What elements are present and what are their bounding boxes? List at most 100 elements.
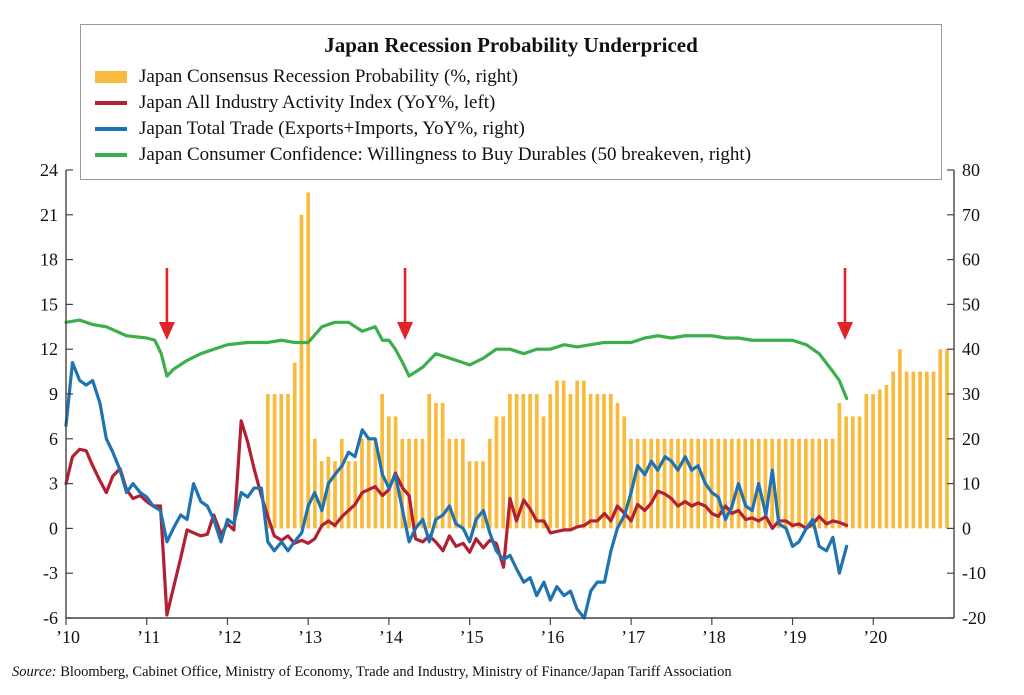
recession-probability-bar bbox=[360, 438, 364, 529]
recession-probability-bar bbox=[629, 438, 633, 529]
recession-probability-bar bbox=[743, 438, 748, 529]
recession-probability-bar bbox=[555, 380, 559, 529]
legend-label: Japan All Industry Activity Index (YoY%,… bbox=[139, 92, 496, 113]
recession-probability-bar bbox=[353, 461, 358, 529]
recession-probability-bar bbox=[924, 371, 929, 529]
left-axis-tick-label: 9 bbox=[49, 384, 58, 404]
recession-probability-bar bbox=[265, 394, 270, 529]
legend-item-consumer-confidence: Japan Consumer Confidence: Willingness t… bbox=[95, 143, 751, 167]
recession-probability-bar bbox=[387, 416, 391, 529]
legend-label: Japan Total Trade (Exports+Imports, YoY%… bbox=[139, 118, 525, 139]
x-axis-tick-label: ’11 bbox=[137, 627, 160, 647]
recession-probability-bar bbox=[824, 438, 828, 529]
recession-probability-bar bbox=[622, 416, 627, 529]
recession-probability-bar bbox=[568, 394, 573, 529]
recession-probability-bar bbox=[373, 438, 378, 529]
recession-probability-bar bbox=[528, 394, 532, 529]
recession-probability-bar bbox=[797, 438, 801, 529]
recession-probability-bar bbox=[729, 438, 734, 529]
legend-swatch-line bbox=[95, 127, 127, 131]
recession-probability-bar bbox=[871, 394, 875, 529]
arrows-layer bbox=[158, 268, 854, 340]
x-axis-tick-label: ’20 bbox=[863, 627, 887, 647]
recession-probability-bar bbox=[413, 438, 418, 529]
recession-probability-bar bbox=[407, 438, 411, 529]
recession-probability-bar bbox=[911, 371, 916, 529]
recession-probability-bar bbox=[716, 438, 721, 529]
recession-probability-bar bbox=[460, 438, 465, 529]
recession-probability-bar bbox=[682, 438, 687, 529]
x-axis-tick-label: ’10 bbox=[56, 627, 80, 647]
recession-probability-bar bbox=[306, 192, 311, 529]
x-axis-tick-label: ’13 bbox=[298, 627, 322, 647]
recession-probability-bar bbox=[299, 214, 304, 529]
right-axis-tick-label: -10 bbox=[962, 563, 986, 583]
recession-probability-bar bbox=[803, 438, 808, 529]
recession-probability-bar bbox=[615, 402, 620, 529]
annotation-arrow-head bbox=[397, 322, 414, 340]
recession-probability-bar bbox=[783, 438, 788, 529]
recession-probability-bar bbox=[534, 394, 539, 529]
recession-probability-bar bbox=[474, 461, 479, 529]
recession-probability-bar bbox=[898, 349, 902, 529]
right-axis-tick-label: 80 bbox=[962, 160, 980, 180]
recession-probability-bar bbox=[313, 438, 317, 529]
legend-swatch-line bbox=[95, 153, 127, 157]
recession-probability-bar bbox=[286, 394, 290, 529]
x-axis-tick-label: ’16 bbox=[540, 627, 564, 647]
recession-probability-bar bbox=[595, 394, 600, 529]
recession-probability-bar bbox=[400, 438, 405, 529]
legend-label: Japan Consumer Confidence: Willingness t… bbox=[139, 144, 752, 165]
recession-probability-bar bbox=[830, 438, 835, 529]
recession-probability-bar bbox=[696, 438, 701, 529]
x-axis-tick-label: ’17 bbox=[621, 627, 645, 647]
recession-probability-bar bbox=[770, 438, 775, 529]
recession-probability-bar bbox=[561, 380, 566, 529]
axes-layer: -6 -3 0 3 6 9 12 15 18 21 24 -20 -10 0 10 20 30 40 50 60 70 8… bbox=[40, 160, 986, 647]
recession-probability-bar bbox=[777, 438, 781, 529]
recession-probability-bar bbox=[427, 394, 432, 529]
left-axis-tick-label: 12 bbox=[40, 339, 58, 359]
recession-probability-bar bbox=[588, 394, 593, 529]
recession-probability-bar bbox=[851, 416, 855, 529]
recession-probability-bar bbox=[366, 438, 371, 529]
total-trade-line bbox=[64, 361, 849, 620]
lines-layer bbox=[64, 318, 849, 620]
recession-probability-bar bbox=[931, 371, 936, 529]
recession-probability-bar bbox=[891, 371, 896, 529]
recession-probability-bar bbox=[521, 394, 526, 529]
legend-item-recession-probability: Japan Consensus Recession Probability (%… bbox=[95, 65, 518, 89]
legend-label: Japan Consensus Recession Probability (%… bbox=[139, 66, 518, 87]
source-label: Source: bbox=[12, 664, 57, 680]
recession-probability-bar bbox=[541, 416, 546, 529]
right-axis-tick-label: 0 bbox=[962, 518, 971, 538]
recession-probability-bar bbox=[494, 416, 499, 529]
recession-probability-bar bbox=[319, 461, 324, 529]
recession-probability-bar bbox=[467, 461, 472, 529]
recession-probability-bar bbox=[380, 394, 384, 529]
recession-probability-bar bbox=[709, 438, 714, 529]
consumer-confidence-line bbox=[64, 318, 849, 401]
recession-probability-bar bbox=[454, 438, 458, 529]
recession-probability-bar bbox=[676, 438, 680, 529]
right-axis-tick-label: 10 bbox=[962, 474, 980, 494]
recession-probability-bar bbox=[602, 394, 606, 529]
left-axis-tick-label: 3 bbox=[49, 474, 58, 494]
left-axis-tick-label: -3 bbox=[43, 563, 58, 583]
recession-probability-bar bbox=[339, 438, 344, 529]
recession-probability-bar bbox=[292, 362, 297, 529]
recession-probability-bar bbox=[750, 438, 754, 529]
source-text: Bloomberg, Cabinet Office, Ministry of E… bbox=[60, 664, 732, 680]
right-axis-tick-label: -20 bbox=[962, 608, 986, 628]
left-axis-tick-label: 21 bbox=[40, 205, 58, 225]
annotation-arrow-head bbox=[837, 322, 854, 340]
recession-probability-bar bbox=[649, 438, 653, 529]
recession-probability-bar bbox=[864, 394, 869, 529]
activity-index-line bbox=[64, 419, 849, 617]
recession-probability-bar bbox=[333, 461, 337, 529]
recession-probability-bar bbox=[837, 402, 842, 529]
recession-probability-bar bbox=[326, 456, 331, 529]
recession-probability-bar bbox=[817, 438, 822, 529]
recession-probability-bar bbox=[447, 438, 452, 529]
recession-probability-bar bbox=[575, 380, 579, 529]
